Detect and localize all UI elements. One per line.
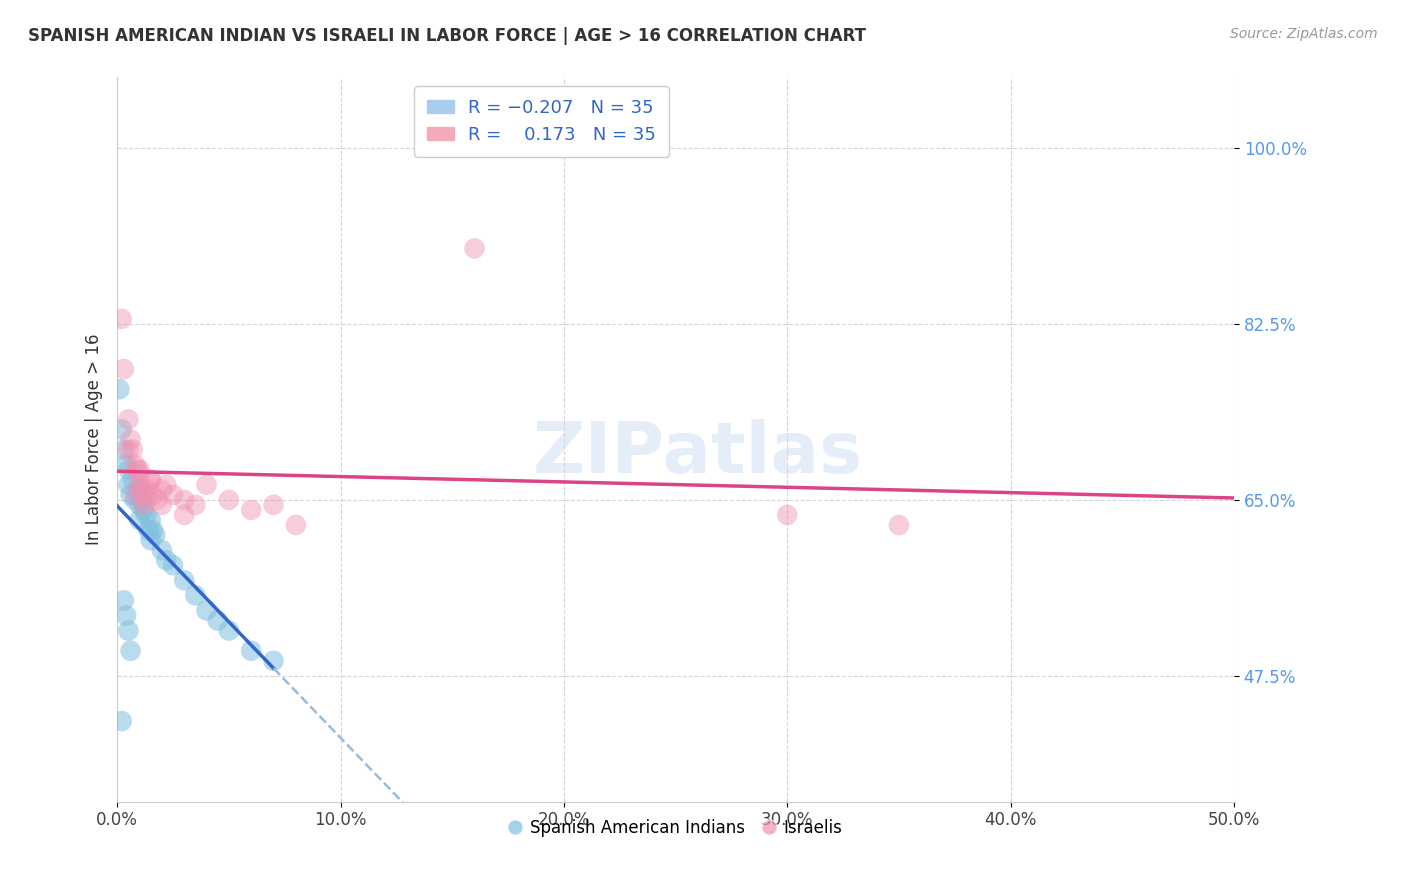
Point <box>108 382 131 396</box>
Point <box>162 488 184 502</box>
Point <box>124 488 146 502</box>
Point <box>173 508 195 522</box>
Point <box>162 558 184 573</box>
Point <box>139 473 162 487</box>
Point <box>117 477 139 491</box>
Point <box>120 488 142 502</box>
Point <box>150 543 173 558</box>
Point <box>155 477 177 491</box>
Point <box>117 412 139 426</box>
Point <box>135 508 157 522</box>
Point <box>464 241 486 255</box>
Text: Source: ZipAtlas.com: Source: ZipAtlas.com <box>1230 27 1378 41</box>
Point <box>112 362 135 376</box>
Legend: Spanish American Indians, Israelis: Spanish American Indians, Israelis <box>502 813 849 844</box>
Point <box>887 518 910 533</box>
Point <box>128 467 150 482</box>
Point <box>284 518 307 533</box>
Point <box>132 503 155 517</box>
Point <box>112 442 135 457</box>
Point <box>150 483 173 497</box>
Point <box>142 488 165 502</box>
Point <box>128 513 150 527</box>
Point <box>150 498 173 512</box>
Point <box>128 477 150 491</box>
Point <box>115 458 138 472</box>
Point <box>127 463 149 477</box>
Point <box>263 654 285 668</box>
Point <box>117 463 139 477</box>
Point <box>127 483 149 497</box>
Point <box>131 483 153 497</box>
Point <box>138 523 160 537</box>
Point <box>132 498 155 512</box>
Point <box>776 508 799 522</box>
Point <box>240 643 263 657</box>
Point <box>195 477 218 491</box>
Point <box>128 463 150 477</box>
Point <box>121 473 143 487</box>
Point <box>173 492 195 507</box>
Point <box>135 492 157 507</box>
Point <box>121 442 143 457</box>
Point <box>111 714 134 728</box>
Point <box>263 498 285 512</box>
Point <box>173 574 195 588</box>
Point <box>124 492 146 507</box>
Point <box>117 442 139 457</box>
Point <box>218 624 240 638</box>
Point <box>143 528 166 542</box>
Point <box>128 498 150 512</box>
Text: ZIPatlas: ZIPatlas <box>533 419 863 489</box>
Point <box>184 498 207 512</box>
Point <box>139 473 162 487</box>
Point <box>218 492 240 507</box>
Point <box>142 523 165 537</box>
Point <box>146 492 169 507</box>
Point <box>120 643 142 657</box>
Point <box>131 492 153 507</box>
Point <box>184 588 207 602</box>
Point <box>138 483 160 497</box>
Y-axis label: In Labor Force | Age > 16: In Labor Force | Age > 16 <box>86 334 103 545</box>
Point <box>132 488 155 502</box>
Point <box>117 624 139 638</box>
Point <box>155 553 177 567</box>
Point <box>124 458 146 472</box>
Point <box>111 311 134 326</box>
Point <box>139 533 162 547</box>
Point <box>111 422 134 436</box>
Text: SPANISH AMERICAN INDIAN VS ISRAELI IN LABOR FORCE | AGE > 16 CORRELATION CHART: SPANISH AMERICAN INDIAN VS ISRAELI IN LA… <box>28 27 866 45</box>
Point <box>207 614 229 628</box>
Point <box>195 603 218 617</box>
Point <box>115 608 138 623</box>
Point <box>120 433 142 447</box>
Point <box>139 513 162 527</box>
Point <box>240 503 263 517</box>
Point <box>112 593 135 607</box>
